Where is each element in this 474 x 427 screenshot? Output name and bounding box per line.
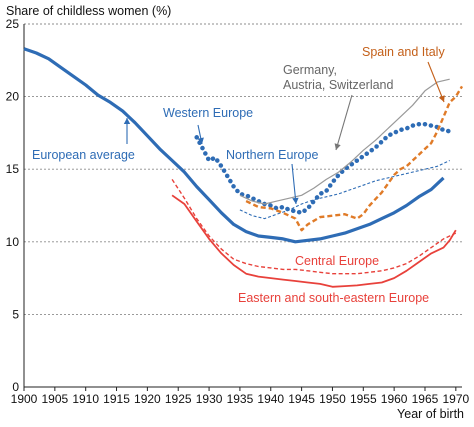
y-tick-label-10: 10 [6,235,20,249]
x-tick-label-1920: 1920 [134,392,161,406]
annotation-northern-europe: Northern Europe [226,148,318,162]
series-line-eastern-and-south-eastern-europe [171,194,457,288]
series-line-central-europe [171,179,457,275]
series-line-germany-austria-switzerland [239,78,450,205]
annotation-central-europe: Central Europe [295,254,379,268]
arrow-spain-italy [427,61,445,103]
annotation-eastern-europe: Eastern and south-eastern Europe [238,291,429,305]
x-tick-label-1940: 1940 [257,392,284,406]
arrow-european-average-head [123,118,131,124]
x-tick-label-1950: 1950 [319,392,346,406]
x-tick-label-1945: 1945 [288,392,315,406]
series-lines [23,47,464,288]
series-line-northern-europe [239,160,450,220]
x-tick-label-1915: 1915 [103,392,130,406]
arrow-germany-austria-switzerland-head [334,143,341,150]
grid-lines [24,23,462,315]
annotation-european-average: European average [32,148,135,162]
annotation-austria-switzerland: Austria, Switzerland [283,78,394,92]
x-tick-label-1960: 1960 [381,392,408,406]
arrow-northern-europe [291,163,297,205]
y-tick-label-5: 5 [12,307,19,321]
x-tick-label-1970: 1970 [442,392,469,406]
arrow-germany-austria-switzerland [335,94,353,151]
x-tick-label-1925: 1925 [165,392,192,406]
series-line-western-europe [194,121,452,216]
y-tick-label-15: 15 [6,162,20,176]
x-tick-label-1930: 1930 [196,392,223,406]
annotation-germany: Germany, [283,63,337,77]
y-tick-label-25: 25 [6,17,20,31]
arrow-spain-italy-head [438,95,445,102]
tick-labels: 0 5 10 15 20 25 1900 1905 1910 1915 1920 1925 1930 19… [6,17,470,406]
x-tick-label-1965: 1965 [412,392,439,406]
series-line-spain-and-italy [245,85,464,232]
series-annotations: European average Western Europe Northern… [32,45,445,305]
annotation-western-europe: Western Europe [163,106,253,120]
x-tick-label-1935: 1935 [227,392,254,406]
x-tick-label-1910: 1910 [72,392,99,406]
y-tick-label-0: 0 [12,380,19,394]
arrow-northern-europe-head [292,197,299,204]
y-axis-title: Share of childless women (%) [6,4,171,18]
y-tick-label-20: 20 [6,90,20,104]
annotation-spain-italy: Spain and Italy [362,45,445,59]
x-tick-label-1955: 1955 [350,392,377,406]
x-tick-label-1905: 1905 [41,392,68,406]
x-axis-title: Year of birth [397,407,464,421]
annotation-arrows [123,61,445,205]
axes [23,24,462,391]
arrow-western-europe-head [197,137,204,144]
x-tick-label-1900: 1900 [11,392,38,406]
series-line-european-average [23,47,445,244]
